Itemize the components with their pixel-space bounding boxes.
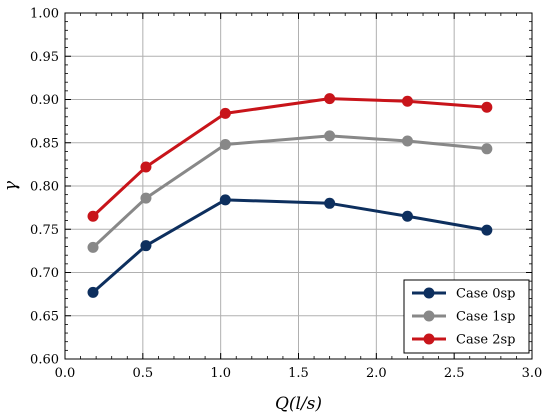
data-point — [401, 135, 413, 147]
legend-label: Case 2sp — [456, 333, 515, 348]
data-point — [481, 224, 493, 236]
legend-entry-case-2sp: Case 2sp — [412, 333, 515, 348]
x-tick-label: 0.5 — [132, 366, 153, 381]
y-tick-label: 0.60 — [30, 353, 59, 368]
data-point — [219, 138, 231, 150]
y-tick-label: 1.00 — [30, 7, 59, 22]
y-tick-label: 0.95 — [30, 50, 59, 65]
y-tick-label: 0.65 — [30, 309, 59, 324]
legend-entry-case-1sp: Case 1sp — [412, 310, 515, 325]
y-tick-label: 0.85 — [30, 136, 59, 151]
x-tick-label: 2.0 — [366, 366, 387, 381]
data-point — [324, 130, 336, 142]
x-tick-label: 1.0 — [210, 366, 231, 381]
x-tick-label: 3.0 — [522, 366, 543, 381]
data-point — [324, 197, 336, 209]
data-point — [219, 194, 231, 206]
y-tick-label: 0.75 — [30, 223, 59, 238]
series-line — [91, 97, 487, 218]
legend-marker — [423, 310, 435, 322]
y-tick-label: 0.70 — [30, 266, 59, 281]
series-layer — [87, 93, 493, 298]
x-axis-label: Q(l/s) — [275, 394, 322, 414]
x-tick-label: 1.5 — [288, 366, 309, 381]
data-point — [481, 143, 493, 155]
data-point — [87, 286, 99, 298]
data-point — [140, 161, 152, 173]
data-point — [481, 101, 493, 113]
y-tick-label: 0.80 — [30, 180, 59, 195]
legend: Case 0sp Case 1sp Case 2sp — [403, 279, 530, 354]
y-axis-label: γ — [1, 180, 21, 191]
axis-ticks: 0.0 0.5 1.0 1.5 2.0 2.5 3.0 0.60 0.65 0.70 0.75 0.8… — [30, 7, 542, 382]
data-point — [219, 107, 231, 119]
legend-marker — [423, 333, 435, 345]
data-point — [401, 210, 413, 222]
data-point — [87, 241, 99, 253]
data-point — [140, 240, 152, 252]
series-line — [92, 198, 488, 294]
legend-entry-case-0sp: Case 0sp — [412, 287, 515, 302]
data-point — [140, 192, 152, 204]
data-point — [401, 95, 413, 107]
data-point — [324, 93, 336, 105]
x-tick-label: 2.5 — [444, 366, 465, 381]
series-case-0sp — [87, 194, 493, 298]
data-point — [87, 210, 99, 222]
series-line — [91, 134, 488, 249]
series-case-1sp — [87, 130, 493, 253]
series-case-2sp — [87, 93, 493, 222]
grid-lines — [64, 12, 533, 360]
legend-label: Case 0sp — [456, 287, 515, 302]
y-tick-label: 0.90 — [30, 93, 59, 108]
legend-marker — [423, 287, 435, 299]
x-tick-label: 0.0 — [55, 366, 76, 381]
legend-label: Case 1sp — [456, 310, 515, 325]
